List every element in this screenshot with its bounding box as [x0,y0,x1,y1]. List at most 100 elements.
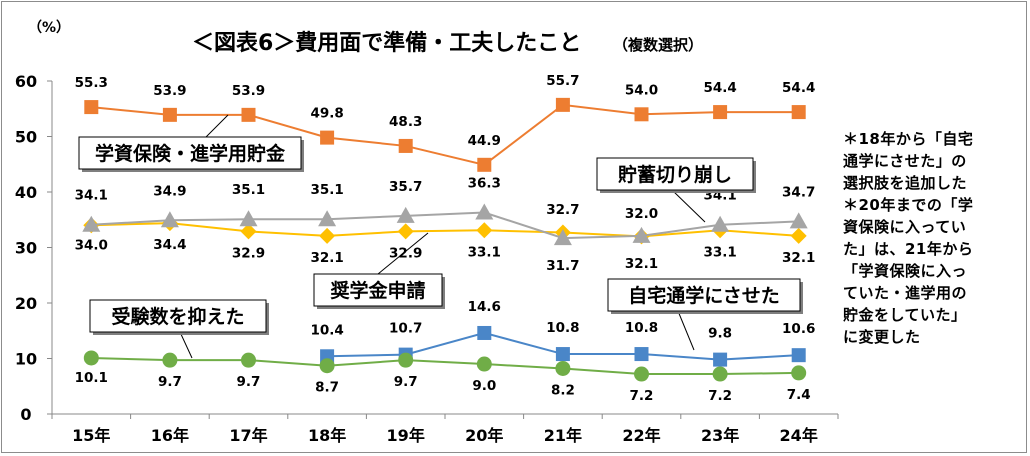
x-tick-label: 24年 [780,426,818,445]
data-point [398,138,413,153]
data-point [241,352,256,368]
x-tick-label: 21年 [544,426,582,445]
y-tick-label: 0 [20,405,31,424]
y-tick-label: 50 [15,128,37,147]
data-point [241,107,256,122]
data-point [476,356,492,372]
data-label: 32.0 [625,206,658,222]
data-point [553,229,572,246]
data-point [634,107,649,122]
data-label: 53.9 [232,83,265,99]
data-label: 10.1 [75,370,108,386]
data-label: 32.1 [310,250,343,266]
callout-label: 受験数を抑えた [111,305,244,328]
data-point [555,97,570,112]
footnote-line: ＊18年から「自宅 [843,130,974,148]
data-point [475,203,494,220]
data-point [791,365,807,381]
callout-leader [179,331,193,359]
data-label: 53.9 [153,83,186,99]
data-point [477,325,492,340]
data-point [318,210,337,227]
data-point [83,350,99,366]
data-point [319,358,335,374]
callout-box [596,157,754,191]
data-label: 10.8 [546,320,579,336]
y-tick-label: 30 [15,239,37,258]
x-tick-label: 23年 [701,426,739,445]
data-label: 34.9 [153,183,186,199]
data-label: 35.1 [232,182,265,198]
data-point [396,206,415,223]
data-point [634,347,649,362]
x-tick-label: 18年 [308,426,346,445]
data-label: 54.4 [782,80,815,96]
footnote-line: ＊20年までの「学 [843,196,974,214]
footnote-line: 貯金をしていた」 [843,306,967,324]
data-point [162,352,178,368]
y-unit-label: （%） [28,20,70,36]
chart-subtitle: （複数選択） [613,36,703,54]
x-tick-label: 16年 [151,426,189,445]
data-label: 8.2 [551,382,575,398]
data-point [555,347,570,362]
callout-box [78,136,302,170]
callout-leader [677,310,695,351]
data-label: 31.7 [546,258,579,274]
data-label: 34.4 [153,237,186,253]
footnote-line: に変更した [843,328,921,346]
data-label: 34.1 [75,188,108,204]
data-label: 32.9 [389,245,422,261]
data-label: 55.7 [546,73,579,89]
data-label: 14.6 [468,299,501,315]
callout-box [89,299,267,333]
data-point [790,227,807,244]
data-label: 9.0 [472,378,496,394]
data-label: 10.6 [782,321,815,337]
data-label: 32.9 [232,245,265,261]
data-label: 8.7 [315,380,339,396]
data-point [239,210,258,227]
data-point [398,352,414,368]
callout-label: 貯蓄切り崩し [618,163,732,186]
callout-label: 自宅通学にさせた [628,284,780,307]
data-point [712,366,728,382]
data-label: 34.0 [75,237,108,253]
data-label: 32.7 [546,202,579,218]
chart-title: ＜図表6＞費用面で準備・工夫したこと [192,30,581,56]
x-tick-label: 19年 [387,426,425,445]
data-label: 54.4 [703,80,736,96]
data-point [240,223,257,240]
footnote: ＊18年から「自宅 通学にさせた」の 選択肢を追加した ＊20年までの「学 資保… [843,128,1025,348]
footnote-line: 選択肢を追加した [843,174,968,192]
callout-leader [205,114,229,138]
data-label: 44.9 [468,133,501,149]
series-line [91,356,799,376]
callout-leader [671,189,706,223]
data-label: 7.2 [708,388,732,404]
data-label: 35.1 [310,182,343,198]
data-label: 10.8 [625,320,658,336]
data-label: 34.7 [782,184,815,200]
x-tick-label: 15年 [72,426,110,445]
series-line [91,211,799,240]
data-label: 9.7 [237,374,261,390]
data-label: 9.7 [158,374,182,390]
callout-label: 学資保険・進学用貯金 [95,142,286,165]
data-point [162,107,177,122]
series-line [91,222,799,238]
y-tick-label: 40 [15,183,37,202]
data-point [320,130,335,145]
data-point [555,360,571,376]
footnote-line: 「学資保険に入っ [843,262,968,280]
data-label: 33.1 [468,244,501,260]
footnote-line: た」は、21年から [843,240,974,258]
data-label: 9.8 [708,326,732,342]
data-point [791,105,806,120]
data-point [476,222,493,239]
data-label: 55.3 [75,75,108,91]
data-point [82,215,101,232]
data-label: 9.7 [394,374,418,390]
data-point [634,366,649,382]
